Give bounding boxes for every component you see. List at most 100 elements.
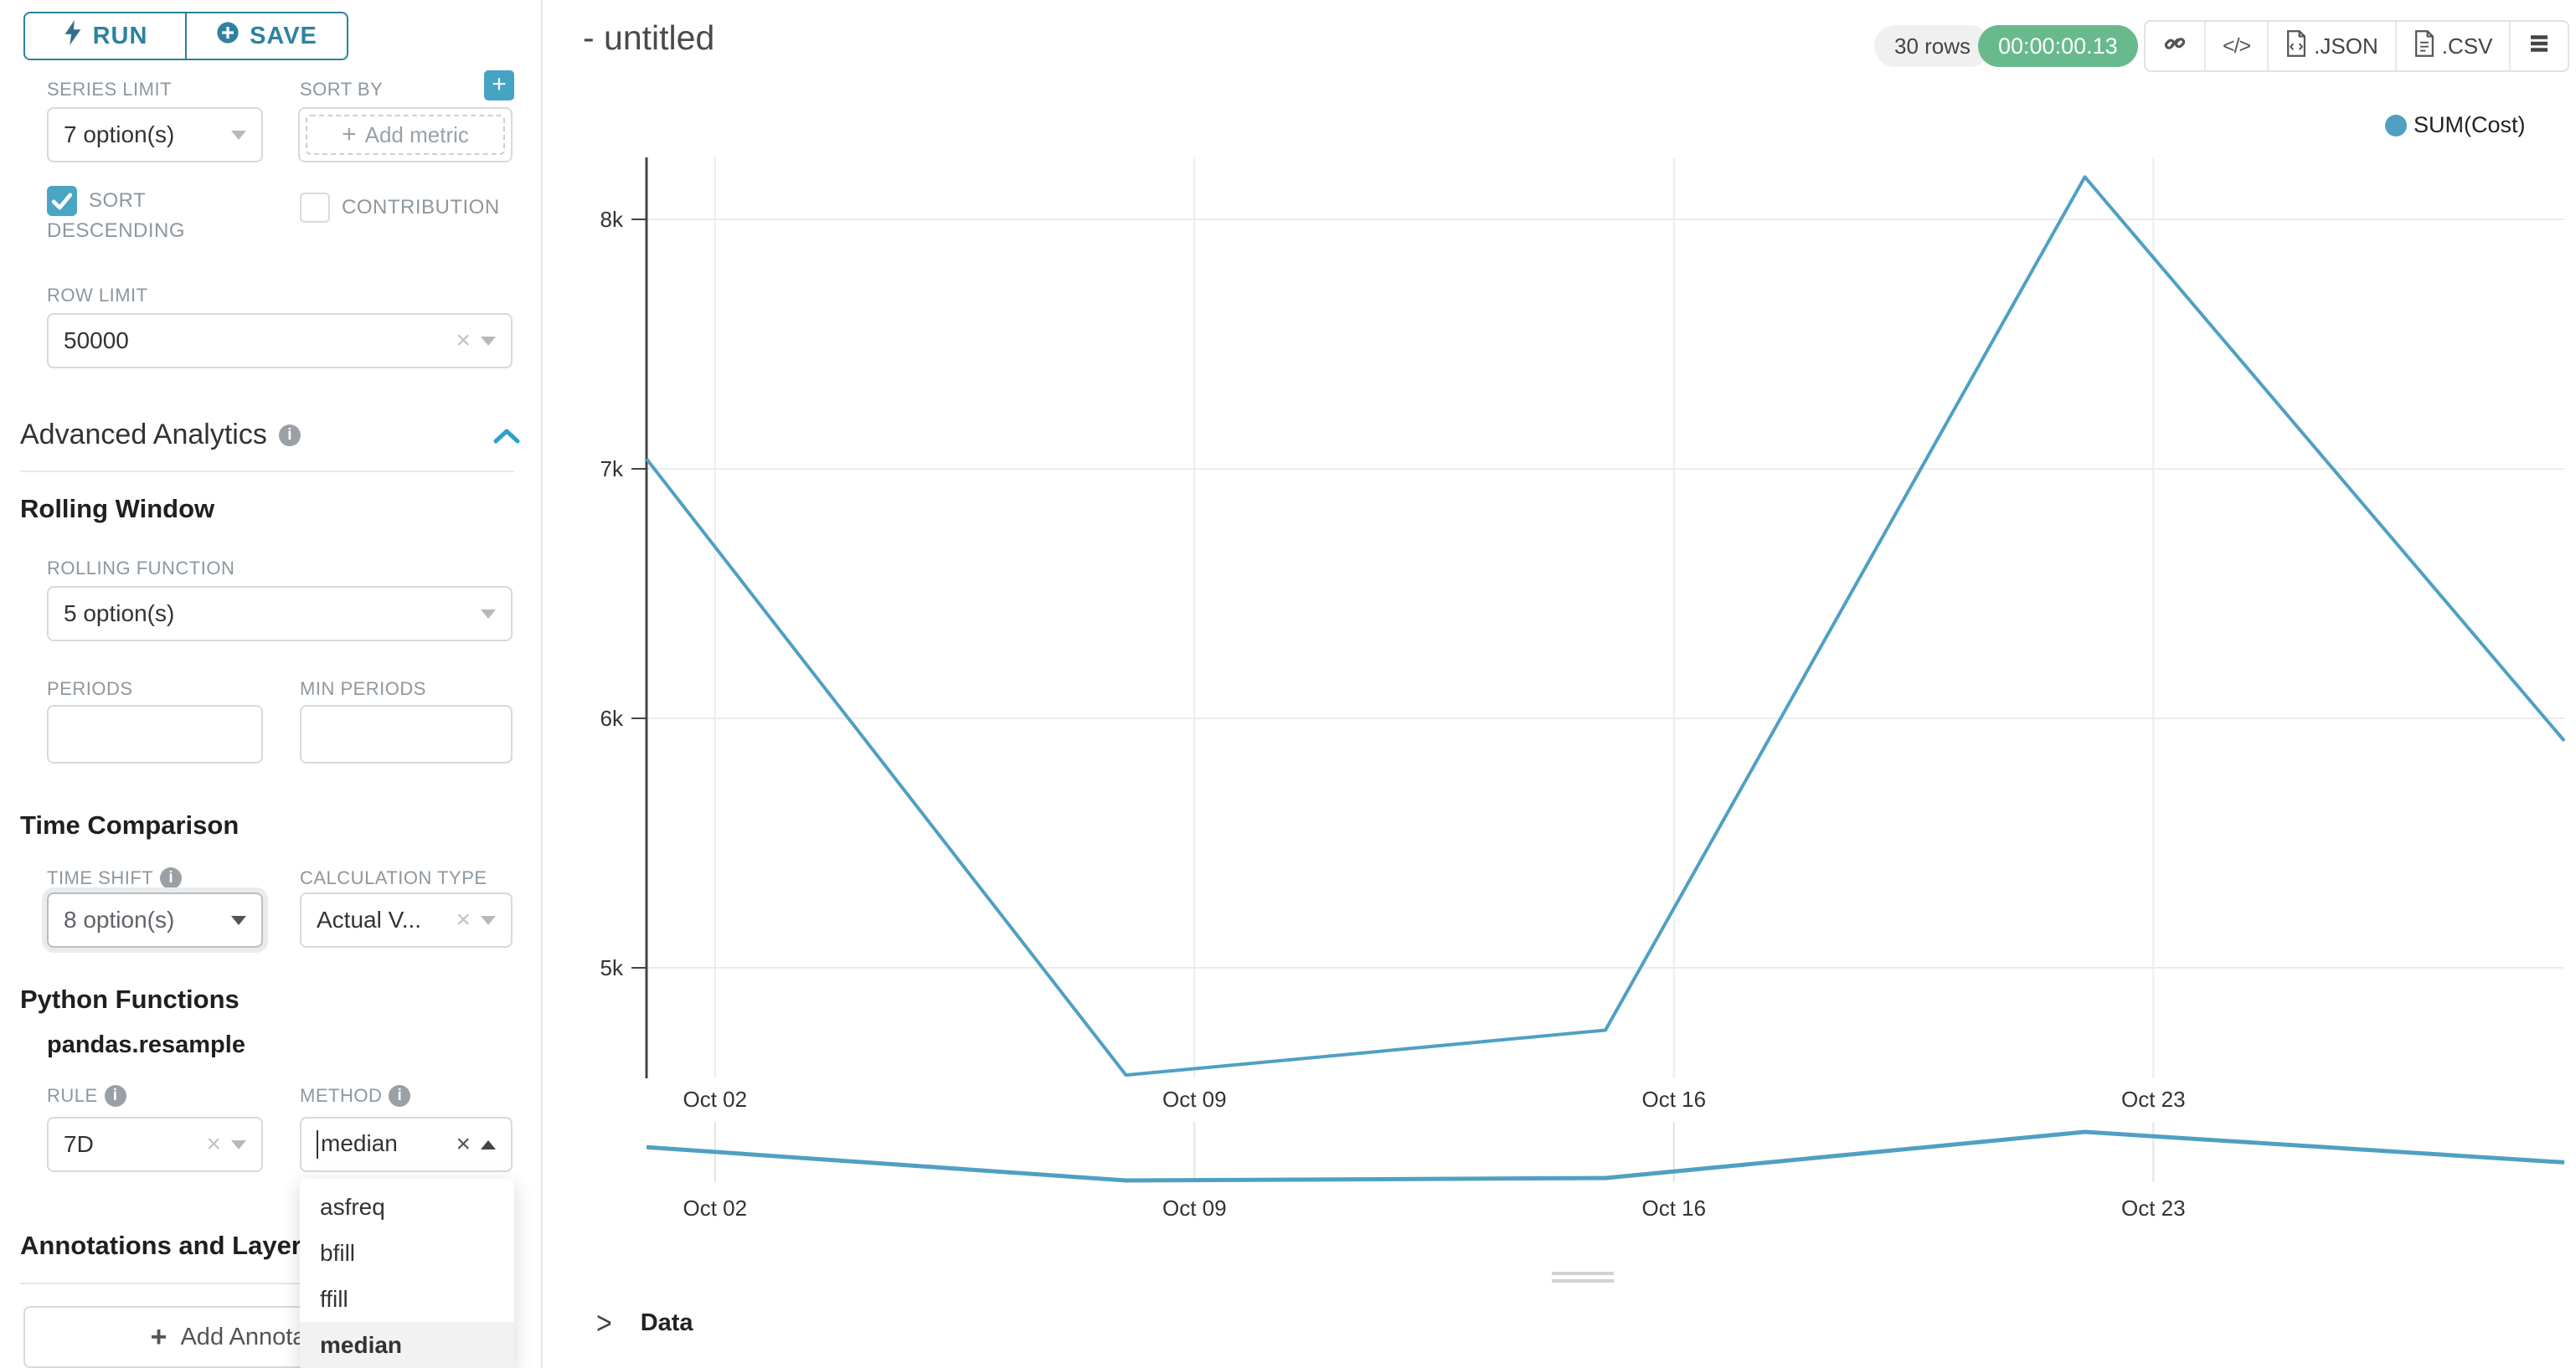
legend-dot-icon (2385, 114, 2407, 136)
chart-legend[interactable]: SUM(Cost) (2385, 112, 2526, 138)
run-button[interactable]: RUN (25, 13, 185, 59)
svg-text:Oct 16: Oct 16 (1641, 1087, 1706, 1112)
link-icon (2162, 31, 2187, 62)
add-metric-label: Add metric (364, 121, 469, 147)
calculation-type-select[interactable]: Actual V... × (300, 892, 513, 948)
svg-text:Oct 23: Oct 23 (2121, 1087, 2186, 1112)
svg-text:Oct 09: Oct 09 (1162, 1196, 1227, 1221)
row-count-badge: 30 rows (1874, 25, 1991, 67)
save-button[interactable]: SAVE (185, 13, 347, 59)
embed-code-button[interactable]: </> (2204, 22, 2267, 70)
csv-button-label: .CSV (2441, 33, 2493, 59)
save-button-label: SAVE (250, 22, 317, 49)
svg-text:7k: 7k (600, 456, 624, 481)
info-icon: i (389, 1085, 411, 1107)
row-limit-label: ROW LIMIT (47, 285, 148, 306)
add-metric-button[interactable]: + Add metric (306, 115, 505, 155)
control-panel-sidebar: RUN SAVE SERIES LIMIT SORT BY + 7 option… (0, 0, 543, 1368)
sort-by-label: SORT BY (300, 79, 384, 100)
method-value: median (317, 1130, 446, 1160)
add-sort-by-button[interactable]: + (484, 70, 514, 100)
min-periods-label: MIN PERIODS (300, 678, 426, 699)
time-comparison-title: Time Comparison (20, 810, 240, 840)
info-icon: i (160, 867, 183, 889)
clear-icon[interactable]: × (206, 1130, 221, 1158)
chevron-down-icon (231, 130, 246, 140)
series-limit-label: SERIES LIMIT (47, 79, 173, 100)
clear-icon[interactable]: × (456, 906, 471, 933)
advanced-analytics-title: Advanced Analytics (20, 419, 267, 450)
rule-label: RULE i (47, 1085, 126, 1107)
chart-title[interactable]: - untitled (583, 18, 715, 57)
plus-circle-icon (216, 21, 240, 51)
series-limit-value: 7 option(s) (64, 121, 175, 147)
rolling-function-label: ROLLING FUNCTION (47, 558, 235, 579)
svg-text:Oct 09: Oct 09 (1162, 1087, 1227, 1112)
time-shift-label: TIME SHIFT i (47, 867, 183, 889)
chevron-down-icon (481, 609, 496, 619)
export-json-button[interactable]: .JSON (2267, 22, 2395, 70)
method-option-asfreq[interactable]: asfreq (320, 1193, 385, 1220)
rolling-window-title: Rolling Window (20, 494, 215, 523)
data-panel-title: Data (640, 1309, 693, 1336)
json-button-label: .JSON (2314, 33, 2378, 59)
method-option-ffill[interactable]: ffill (320, 1285, 348, 1312)
contribution-checkbox[interactable] (300, 193, 330, 223)
row-limit-select[interactable]: 50000 × (47, 313, 513, 368)
panel-resize-handle[interactable] (1552, 1272, 1614, 1287)
rule-select[interactable]: 7D × (47, 1117, 263, 1172)
row-limit-value: 50000 (64, 327, 129, 353)
divider (20, 471, 514, 472)
method-option-median[interactable]: median (300, 1322, 514, 1368)
chart-menu-button[interactable] (2509, 22, 2568, 70)
pandas-resample-label: pandas.resample (47, 1031, 245, 1058)
info-icon: i (278, 424, 301, 446)
contribution-label: CONTRIBUTION (342, 196, 500, 219)
svg-text:Oct 02: Oct 02 (683, 1196, 747, 1221)
annotations-layers-title: Annotations and Layers (20, 1231, 317, 1260)
contribution-control: CONTRIBUTION (300, 193, 534, 223)
clear-icon[interactable]: × (456, 1130, 471, 1158)
query-timer-badge: 00:00:00.13 (1978, 25, 2138, 67)
hamburger-icon (2527, 33, 2551, 59)
time-shift-select[interactable]: 8 option(s) (47, 892, 263, 948)
svg-text:Oct 16: Oct 16 (1641, 1196, 1706, 1221)
divider (20, 1283, 514, 1284)
chevron-up-icon (481, 1139, 496, 1149)
text-cursor (317, 1130, 318, 1160)
sort-descending-checkbox[interactable] (47, 186, 77, 216)
min-periods-input[interactable] (300, 705, 513, 764)
chevron-right-icon: > (596, 1304, 612, 1341)
plus-icon: + (150, 1320, 167, 1353)
sort-descending-label: SORT DESCENDING (47, 189, 186, 242)
python-functions-title: Python Functions (20, 985, 240, 1014)
export-csv-button[interactable]: .CSV (2394, 22, 2510, 70)
periods-input[interactable] (47, 705, 263, 764)
copy-link-button[interactable] (2146, 22, 2204, 70)
sort-descending-control: SORT DESCENDING (47, 186, 265, 246)
svg-text:8k: 8k (600, 207, 624, 232)
collapse-chevron-up-icon[interactable] (492, 427, 521, 450)
data-panel-header[interactable]: > Data (596, 1304, 693, 1340)
method-option-bfill[interactable]: bfill (320, 1239, 356, 1266)
clear-icon[interactable]: × (456, 327, 471, 354)
method-dropdown-menu: asfreq bfill ffill median (300, 1179, 514, 1368)
legend-label: SUM(Cost) (2414, 112, 2526, 137)
rolling-function-select[interactable]: 5 option(s) (47, 586, 513, 641)
json-file-icon (2285, 29, 2307, 63)
chevron-down-icon (231, 915, 246, 925)
rule-value: 7D (64, 1131, 94, 1157)
method-combobox[interactable]: median × (300, 1117, 513, 1172)
run-button-label: RUN (92, 22, 148, 49)
run-save-button-group: RUN SAVE (23, 12, 348, 60)
series-limit-select[interactable]: 7 option(s) (47, 107, 263, 162)
svg-text:Oct 02: Oct 02 (683, 1087, 747, 1112)
sort-by-select: + Add metric (298, 107, 513, 162)
chart-actions-button-group: </> .JSON .CSV (2144, 20, 2570, 72)
calculation-type-value: Actual V... (317, 907, 422, 933)
time-shift-value: 8 option(s) (64, 907, 175, 933)
csv-file-icon (2414, 29, 2435, 63)
advanced-analytics-header[interactable]: Advanced Analytics i (20, 419, 301, 451)
svg-text:5k: 5k (600, 955, 624, 980)
